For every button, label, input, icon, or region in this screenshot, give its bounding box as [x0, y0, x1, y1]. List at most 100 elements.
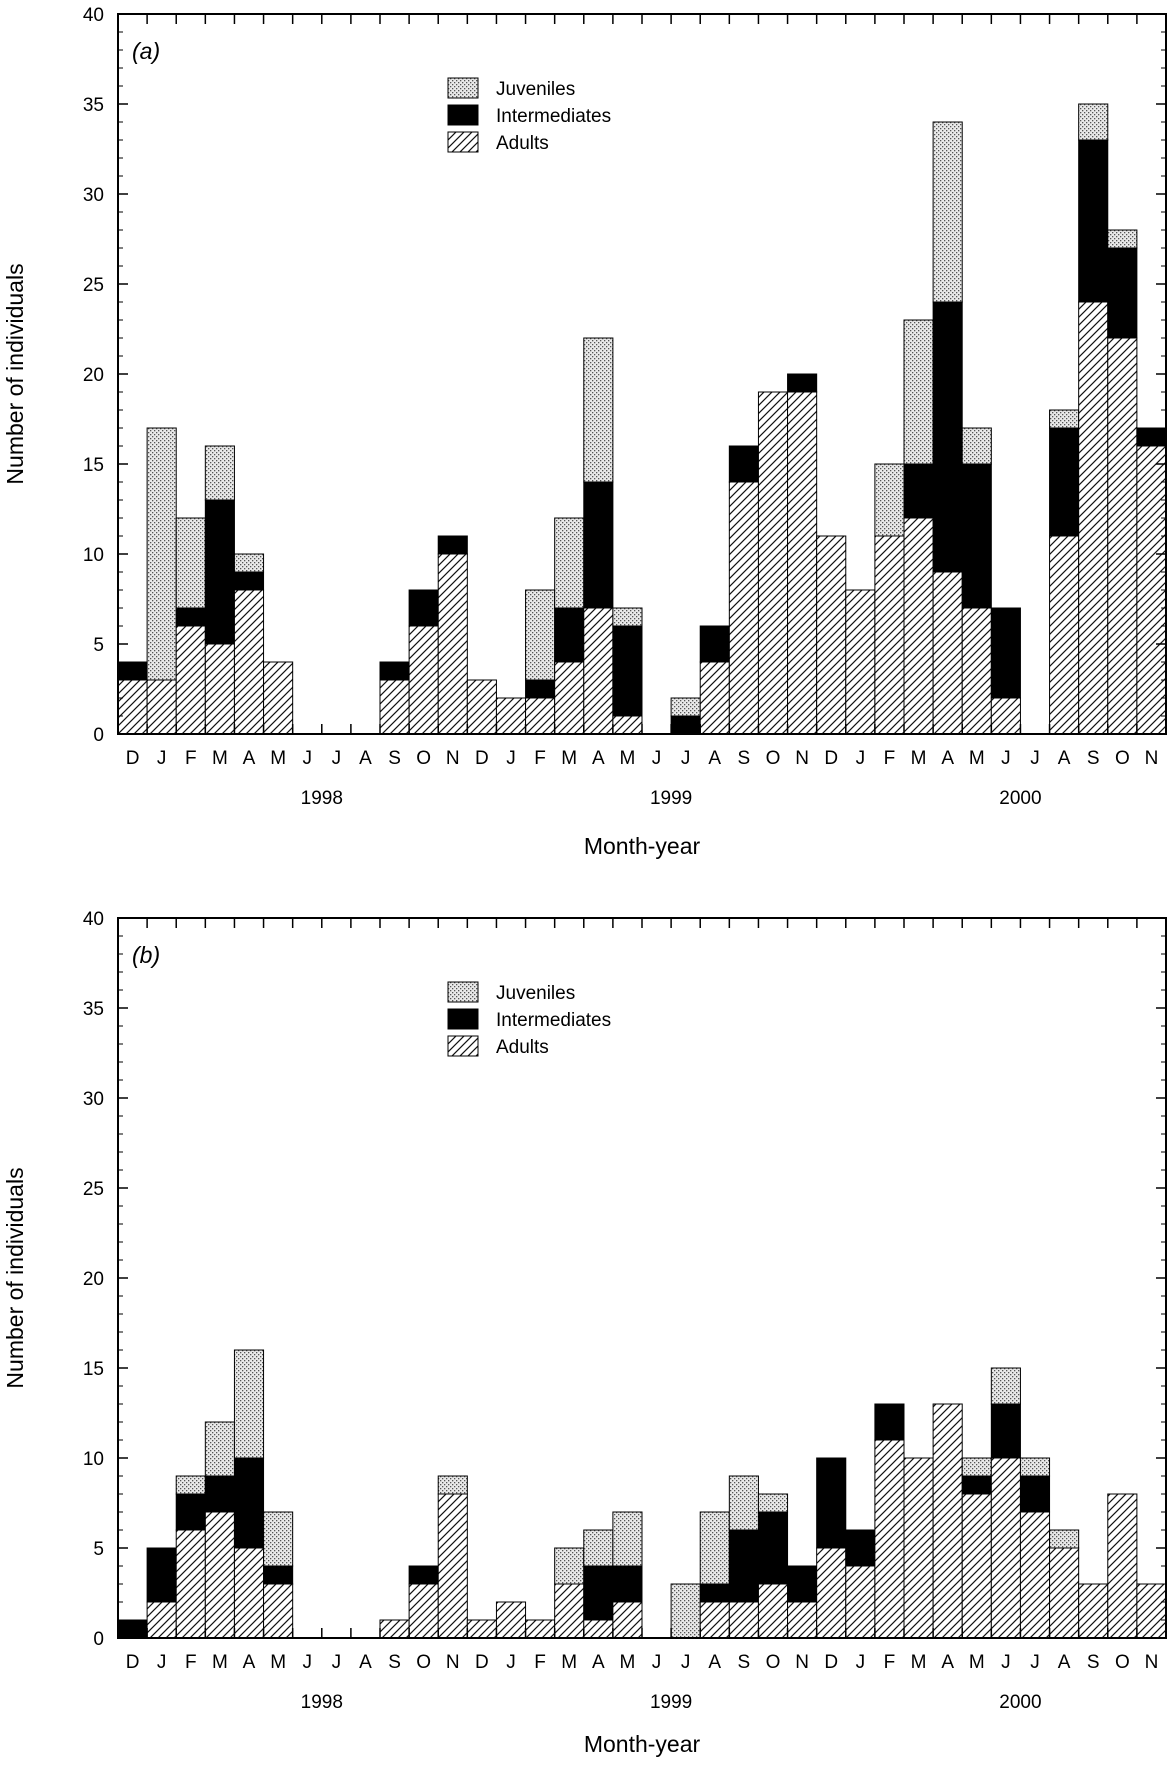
x-tick-label: N: [795, 748, 809, 769]
y-tick-label: 0: [93, 725, 104, 746]
bar-adults-3: [204, 1511, 235, 1639]
x-tick-label: M: [620, 748, 636, 769]
legend-intermediates-label: Intermediates: [496, 106, 611, 127]
bar-intermediates-2: [175, 1493, 206, 1531]
legend-juveniles-swatch: [447, 77, 479, 99]
bar-juveniles-29: [961, 1457, 992, 1477]
bar-juveniles-26: [874, 463, 905, 537]
bar-adults-25: [845, 1565, 876, 1639]
bar-juveniles-4: [233, 1349, 265, 1459]
x-tick-label: J: [1030, 1652, 1040, 1673]
bar-intermediates-27: [903, 463, 934, 519]
bar-intermediates-20: [699, 625, 730, 663]
x-tick-label: S: [388, 748, 401, 769]
legend-intermediates-swatch: [447, 1008, 479, 1030]
x-tick-label: O: [1115, 1652, 1130, 1673]
bar-juveniles-31: [1019, 1457, 1051, 1477]
bar-intermediates-17: [612, 625, 643, 717]
bar-juveniles-19: [670, 1583, 701, 1639]
x-axis-label-a: Month-year: [584, 833, 701, 859]
x-tick-label: N: [795, 1652, 809, 1673]
bar-juveniles-19: [670, 697, 701, 717]
x-tick-label: M: [561, 748, 577, 769]
legend-a: Juveniles Intermediates Adults: [447, 77, 611, 154]
y-tick-label: 20: [83, 1269, 104, 1290]
bar-juveniles-27: [903, 319, 934, 465]
bar-adults-34: [1107, 337, 1138, 735]
x-tick-label: O: [766, 748, 781, 769]
legend-intermediates-swatch: [447, 104, 479, 126]
bar-adults-13: [495, 697, 527, 735]
bar-juveniles-16: [583, 337, 614, 483]
bars-b: [117, 1349, 1167, 1639]
bar-adults-32: [1049, 535, 1080, 735]
bar-juveniles-5: [263, 1511, 294, 1567]
x-tick-label: A: [359, 748, 372, 769]
panel-label-b: (b): [132, 942, 160, 968]
bar-juveniles-22: [757, 1493, 789, 1513]
bar-intermediates-0: [117, 661, 148, 681]
x-tick-label: J: [1030, 748, 1040, 769]
bar-intermediates-22: [757, 1511, 789, 1585]
y-tick-label: 40: [83, 5, 104, 26]
x-tick-label: N: [1145, 1652, 1159, 1673]
bar-intermediates-20: [699, 1583, 730, 1603]
y-tick-label: 10: [83, 545, 104, 566]
legend-adults-swatch: [447, 1035, 479, 1057]
y-tick-label: 40: [83, 909, 104, 930]
bar-intermediates-11: [437, 535, 468, 555]
x-tick-label: M: [212, 748, 228, 769]
bar-adults-5: [263, 661, 294, 735]
bar-adults-2: [175, 625, 206, 735]
x-tick-label: A: [592, 748, 605, 769]
bar-intermediates-35: [1136, 427, 1167, 447]
bar-intermediates-28: [932, 301, 963, 573]
x-tick-label: J: [332, 748, 342, 769]
bar-juveniles-3: [204, 445, 235, 501]
bar-adults-28: [932, 571, 963, 735]
y-tick-label: 20: [83, 365, 104, 386]
bar-intermediates-30: [990, 1403, 1021, 1459]
bar-adults-12: [466, 1619, 497, 1639]
bar-adults-14: [525, 1619, 556, 1639]
x-tick-label: A: [243, 748, 256, 769]
bar-adults-21: [728, 1601, 759, 1639]
bar-adults-23: [787, 1601, 818, 1639]
bar-intermediates-15: [554, 607, 585, 663]
year-label: 1999: [650, 788, 692, 809]
bar-adults-29: [961, 607, 992, 735]
bar-adults-15: [554, 1583, 585, 1639]
x-tick-label: F: [534, 748, 546, 769]
bar-intermediates-33: [1078, 139, 1109, 303]
bar-adults-12: [466, 679, 497, 735]
x-tick-label: F: [185, 1652, 197, 1673]
legend-adults-label: Adults: [496, 1037, 549, 1058]
bar-adults-34: [1107, 1493, 1138, 1639]
legend-b: Juveniles Intermediates Adults: [447, 981, 611, 1058]
bars-a: [117, 103, 1167, 735]
bar-adults-14: [525, 697, 556, 735]
x-tick-label: A: [708, 748, 721, 769]
bar-juveniles-33: [1078, 103, 1109, 141]
bar-adults-35: [1136, 1583, 1167, 1639]
x-tick-label: M: [270, 748, 286, 769]
bar-adults-33: [1078, 1583, 1109, 1639]
bar-intermediates-16: [583, 481, 614, 609]
bar-intermediates-3: [204, 499, 235, 645]
bar-intermediates-29: [961, 463, 992, 609]
x-tick-label: S: [1087, 1652, 1100, 1673]
y-tick-label: 15: [83, 1359, 104, 1380]
bar-intermediates-0: [117, 1619, 148, 1639]
y-tick-label: 35: [83, 95, 104, 116]
bar-intermediates-9: [379, 661, 410, 681]
bar-juveniles-4: [233, 553, 265, 573]
x-tick-label: J: [652, 1652, 662, 1673]
x-tick-label: O: [416, 1652, 431, 1673]
year-label: 2000: [999, 788, 1041, 809]
bar-adults-24: [816, 1547, 847, 1639]
bar-adults-21: [728, 481, 759, 735]
year-label: 1999: [650, 1692, 692, 1713]
x-tick-label: N: [446, 748, 460, 769]
